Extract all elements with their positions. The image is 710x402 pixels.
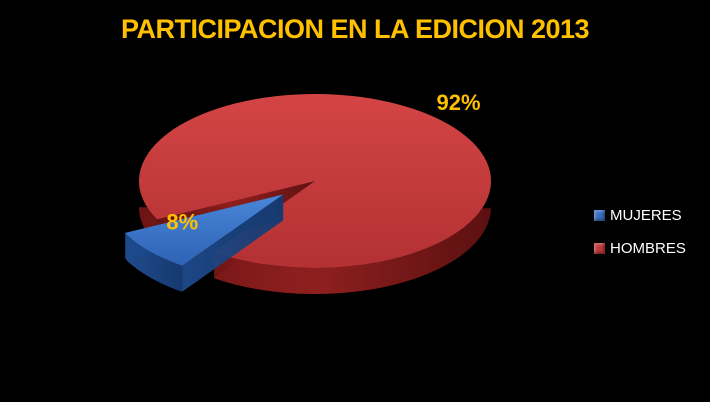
legend-item-hombres: HOMBRES (594, 232, 686, 265)
legend-label-hombres: HOMBRES (610, 240, 686, 257)
chart-title: PARTICIPACION EN LA EDICION 2013 (120, 14, 590, 44)
pie-slice-mujeres (125, 194, 284, 292)
legend-item-mujeres: MUJERES (594, 199, 686, 232)
legend-swatch-mujeres (594, 210, 605, 221)
legend-swatch-hombres (594, 243, 605, 254)
pie-slice-top-hombres (139, 94, 492, 268)
legend: MUJERES HOMBRES (594, 199, 686, 265)
legend-label-mujeres: MUJERES (610, 207, 682, 224)
pie-slice-top-mujeres (125, 194, 284, 266)
data-label-hombres: 92% (436, 90, 480, 115)
data-label-mujeres: 8% (166, 210, 198, 235)
